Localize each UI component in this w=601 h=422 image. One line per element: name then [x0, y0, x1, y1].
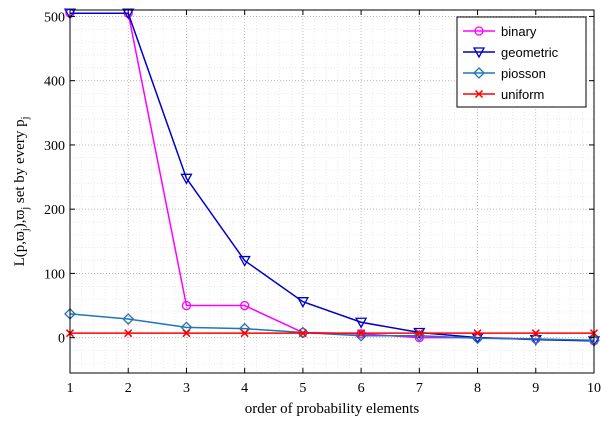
data-point-uniform: [415, 329, 424, 338]
y-tick-label: 300: [44, 139, 65, 154]
data-point-geometric: [296, 297, 309, 309]
x-tick-label: 9: [532, 381, 539, 396]
marker-stroke: [240, 329, 249, 338]
x-tick-label: 4: [241, 381, 248, 396]
data-point-binary: [240, 300, 250, 311]
legend: binary geometric piosson uniform: [456, 16, 587, 108]
data-point-piosson: [122, 313, 135, 325]
series-line-piosson: [69, 313, 595, 341]
y-tick-label: 200: [44, 203, 65, 218]
legend-marker: [473, 67, 485, 79]
data-point-geometric: [529, 334, 542, 346]
data-point-uniform: [531, 329, 540, 338]
legend-item-binary: binary: [463, 24, 537, 39]
data-point-geometric: [180, 173, 193, 185]
marker-stroke: [124, 329, 133, 338]
x-tick-label: 10: [587, 381, 601, 396]
x-tick-label: 6: [358, 381, 365, 396]
legend-item-uniform: uniform: [463, 87, 544, 102]
data-point-piosson: [413, 329, 426, 342]
marker-stroke: [474, 89, 484, 99]
legend-label: piosson: [501, 66, 546, 81]
x-tick-label: 3: [183, 381, 190, 396]
legend-label: geometric: [501, 45, 559, 60]
x-tick-label: 8: [474, 381, 481, 396]
x-tick-label: 7: [416, 381, 423, 396]
legend-marker: [472, 47, 486, 59]
legend-item-piosson: piosson: [463, 66, 546, 81]
data-point-geometric: [122, 8, 135, 20]
marker-stroke: [298, 329, 307, 338]
data-point-geometric: [238, 255, 251, 267]
marker-stroke: [531, 329, 540, 338]
legend-label: uniform: [501, 87, 544, 102]
marker-stroke: [415, 329, 424, 338]
legend-box: [456, 16, 587, 108]
plot-frame: [69, 9, 595, 374]
y-tick-label: 500: [44, 10, 65, 25]
legend-marker: [474, 26, 484, 36]
data-point-geometric: [355, 317, 368, 329]
data-point-piosson: [529, 333, 542, 345]
data-point-uniform: [240, 329, 249, 338]
x-tick-label: 1: [67, 381, 74, 396]
series-layer: [63, 8, 601, 348]
data-point-uniform: [298, 329, 307, 338]
marker-stroke: [357, 329, 366, 338]
marker-stroke: [182, 329, 191, 338]
legend-item-geometric: geometric: [463, 45, 559, 60]
y-tick-label: 100: [44, 267, 65, 282]
marker-stroke: [473, 329, 482, 338]
series-uniform: [65, 329, 599, 338]
data-point-uniform: [473, 329, 482, 338]
data-point-uniform: [124, 329, 133, 338]
y-axis-label: L(p,ϖj),ϖj set by every pj: [12, 117, 31, 267]
x-axis-label: order of probability elements: [245, 401, 420, 417]
data-point-geometric: [63, 8, 77, 20]
legend-label: binary: [501, 24, 537, 39]
x-tick-label: 5: [299, 381, 306, 396]
data-point-binary: [181, 300, 192, 311]
y-tick-label: 0: [58, 332, 65, 347]
data-point-uniform: [357, 329, 366, 338]
data-point-uniform: [182, 329, 191, 338]
data-point-piosson: [355, 329, 368, 342]
y-tick-label: 400: [44, 75, 65, 90]
x-tick-label: 2: [125, 381, 132, 396]
legend-marker: [474, 89, 484, 99]
